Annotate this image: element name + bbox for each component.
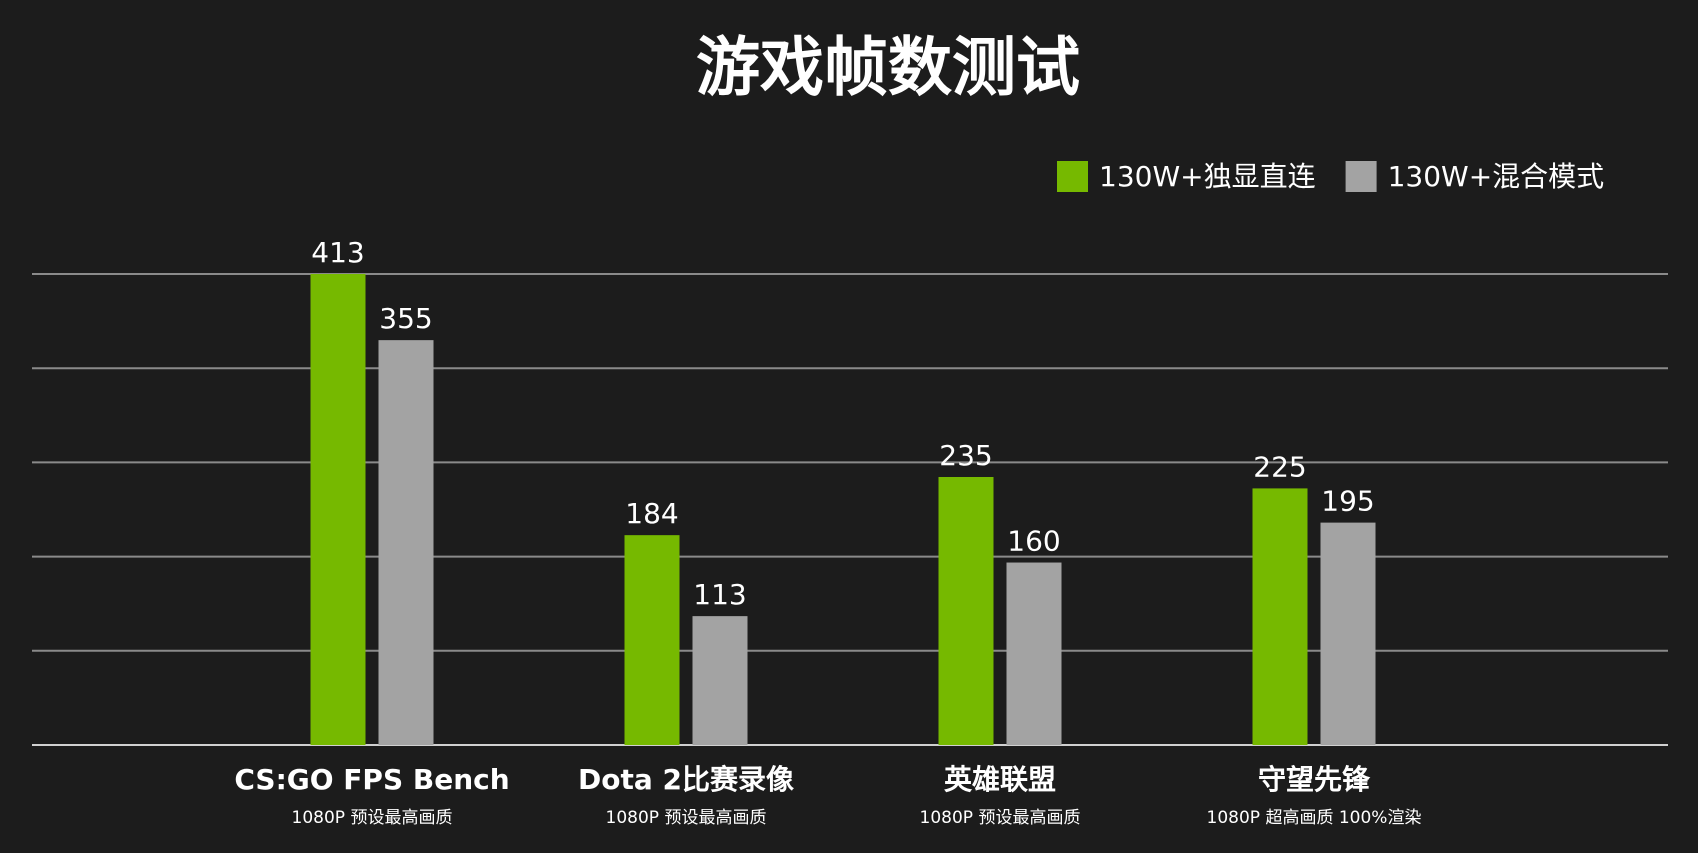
x-tick-label: CS:GO FPS Bench [234,763,509,796]
value-label: 413 [311,236,364,269]
category-note: 1080P 预设最高画质 [292,808,453,828]
category-note: 1080P 预设最高画质 [920,808,1081,828]
bar [938,476,994,745]
legend-label: 130W+混合模式 [1388,160,1605,193]
x-tick-label: 守望先锋 [1258,763,1371,796]
x-tick-label: 英雄联盟 [944,763,1056,796]
bar [1252,488,1308,745]
bar [378,340,434,745]
chart-title: 游戏帧数测试 [696,32,1080,106]
bar [310,274,366,745]
legend-label: 130W+独显直连 [1099,160,1316,193]
value-label: 355 [379,302,432,335]
value-label: 184 [625,497,678,530]
value-label: 225 [1253,450,1306,483]
value-label: 113 [693,578,746,611]
bar [692,616,748,745]
value-label: 235 [939,439,992,472]
legend-swatch [1345,161,1377,192]
legend-swatch [1057,161,1088,192]
bar [624,535,680,745]
bar [1320,522,1376,745]
category-note: 1080P 超高画质 100%渲染 [1207,808,1422,828]
value-label: 195 [1321,485,1374,518]
value-label: 160 [1007,525,1060,558]
bar [1006,562,1062,745]
x-tick-label: Dota 2比赛录像 [578,763,795,796]
category-note: 1080P 预设最高画质 [606,808,767,828]
